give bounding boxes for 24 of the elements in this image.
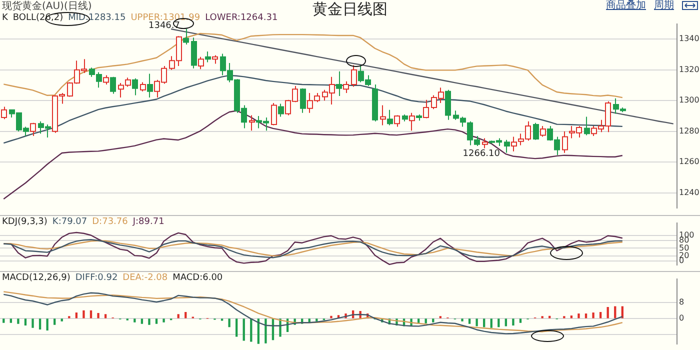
series-label: K:79.07 xyxy=(52,217,88,227)
series-label: J:89.71 xyxy=(132,217,164,227)
y-tick-label: 0 xyxy=(679,314,684,323)
y-tick-label: 20 xyxy=(679,250,690,260)
text: LOWER:1264.31 xyxy=(205,13,278,23)
legend-title: KDJ(9,3,3) xyxy=(2,217,48,227)
series-label: DIFF:0.92 xyxy=(75,273,118,283)
chart-subtitle: 现货黄金(AU)(日线) xyxy=(2,1,92,12)
y-tick-label: 1240 xyxy=(679,188,700,197)
series-label: DEA:-2.08 xyxy=(122,273,168,283)
annotation: MACD:6.00 xyxy=(172,273,223,283)
y-tick-label: 1280 xyxy=(679,126,700,136)
series-label: D:73.76 xyxy=(92,217,128,227)
y-tick-label: 1300 xyxy=(679,96,700,105)
y-tick-label: 1260 xyxy=(679,157,700,166)
y-tick-label: 1340 xyxy=(679,34,700,44)
y-tick-label: 8 xyxy=(679,298,684,307)
text: K xyxy=(2,13,8,23)
y-tick-label: 1320 xyxy=(679,64,700,74)
y-tick-label: 50 xyxy=(679,243,690,252)
legend-title: MACD(12,26,9) xyxy=(2,273,70,283)
text: 周期 xyxy=(654,0,674,11)
annotation: 1266.10 xyxy=(462,149,500,159)
chart-title: 黄金日线图 xyxy=(312,2,388,18)
